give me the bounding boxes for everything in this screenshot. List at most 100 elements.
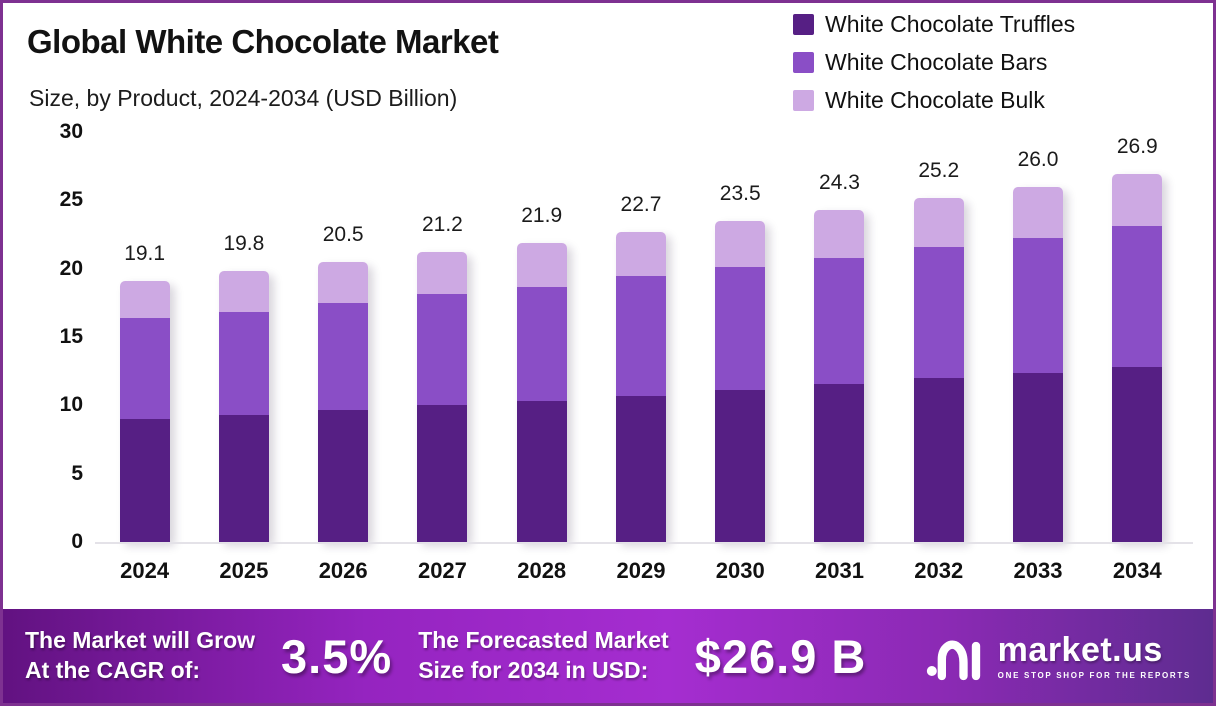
plot-area: 19.1 2024 19.8 2025 20.5 2026 21.2 2027 21.9 2028… xyxy=(95,132,1187,583)
x-axis-label: 2031 xyxy=(815,558,864,583)
bar-segment xyxy=(417,252,468,295)
bar-segment xyxy=(1013,187,1064,238)
page-title: Global White Chocolate Market xyxy=(27,23,499,60)
market-us-logo-icon xyxy=(926,640,980,681)
forecast-value: $26.9 B xyxy=(694,629,867,683)
logo-tagline: ONE STOP SHOP FOR THE REPORTS xyxy=(997,670,1191,680)
footer-banner: The Market will Grow At the CAGR of: 3.5… xyxy=(3,609,1213,703)
bar-total-label: 21.2 xyxy=(421,213,463,236)
bar-segment xyxy=(615,232,666,276)
bar-segment xyxy=(715,267,766,391)
bar-segment xyxy=(318,302,369,410)
x-axis-label: 2024 xyxy=(120,558,170,583)
bar-segment xyxy=(119,317,170,420)
bar-total-label: 20.5 xyxy=(322,223,364,246)
y-axis-tick-label: 5 xyxy=(71,461,83,485)
forecast-label-line1: The Forecasted Market xyxy=(418,627,669,654)
stacked-bar xyxy=(119,281,170,542)
stacked-bar xyxy=(1013,187,1064,542)
bar-segment xyxy=(318,409,369,542)
bar-segment xyxy=(913,198,964,248)
bar-total-label: 19.8 xyxy=(223,232,265,255)
bar-segment xyxy=(1013,372,1064,542)
bar-segment xyxy=(218,414,269,542)
bar-segment xyxy=(715,390,766,542)
cagr-label-line1: The Market will Grow xyxy=(25,627,256,654)
bar-group-2024: 19.1 2024 xyxy=(95,132,194,583)
legend-item-truffles: White Chocolate Truffles xyxy=(793,11,1075,38)
bar-segment xyxy=(417,405,468,542)
stacked-bar xyxy=(417,252,468,542)
legend-swatch-icon xyxy=(793,52,814,73)
x-axis-line xyxy=(95,542,1193,544)
market-us-logo: market.us ONE STOP SHOP FOR THE REPORTS xyxy=(926,629,1191,683)
bar-segment xyxy=(1112,366,1163,542)
stacked-bar xyxy=(318,262,369,542)
stacked-bar xyxy=(218,271,269,542)
legend-swatch-icon xyxy=(793,90,814,111)
legend-label: White Chocolate Bars xyxy=(825,49,1048,75)
bar-group-2027: 21.2 2027 xyxy=(393,132,492,583)
bar-group-2030: 23.5 2030 xyxy=(691,132,790,583)
bar-segment xyxy=(516,401,567,542)
stacked-bar xyxy=(913,198,964,542)
bar-segment xyxy=(1112,225,1163,367)
logo-name: market.us xyxy=(997,630,1163,669)
bar-total-label: 19.1 xyxy=(124,242,166,265)
bar-segment xyxy=(218,312,269,415)
bar-total-label: 24.3 xyxy=(819,171,860,194)
x-axis-label: 2033 xyxy=(1013,558,1063,583)
bar-group-2033: 26.0 2033 xyxy=(988,132,1087,583)
bar-group-2025: 19.8 2025 xyxy=(194,132,293,583)
cagr-label-line2: At the CAGR of: xyxy=(25,657,201,683)
page-subtitle: Size, by Product, 2024-2034 (USD Billion… xyxy=(29,85,458,111)
y-axis-tick-label: 20 xyxy=(59,256,83,280)
bar-segment xyxy=(516,286,567,402)
bar-segment xyxy=(715,221,766,268)
bar-segment xyxy=(417,294,468,406)
x-axis-label: 2027 xyxy=(417,558,467,583)
bar-total-label: 21.9 xyxy=(521,204,563,227)
stacked-bar xyxy=(1112,174,1163,542)
bar-group-2028: 21.9 2028 xyxy=(492,132,591,583)
bar-segment xyxy=(913,247,964,379)
x-axis-label: 2029 xyxy=(616,558,666,583)
stacked-bar xyxy=(814,210,865,542)
bar-group-2029: 22.7 2029 xyxy=(591,132,690,583)
bar-segment xyxy=(318,262,369,303)
cagr-label: The Market will Grow At the CAGR of: xyxy=(25,626,255,686)
legend-item-bulk: White Chocolate Bulk xyxy=(793,87,1075,114)
bar-segment xyxy=(814,210,865,258)
bar-segment xyxy=(814,257,865,384)
bar-segment xyxy=(516,243,567,287)
legend-label: White Chocolate Bulk xyxy=(825,87,1045,113)
x-axis-label: 2030 xyxy=(715,558,765,583)
y-axis: 0 5 10 15 20 25 30 xyxy=(31,120,83,553)
bar-total-label: 22.7 xyxy=(620,193,662,216)
x-axis-label: 2034 xyxy=(1112,558,1162,583)
legend-item-bars: White Chocolate Bars xyxy=(793,49,1075,76)
forecast-label-line2: Size for 2034 in USD: xyxy=(418,657,649,683)
cagr-value: 3.5% xyxy=(281,629,393,683)
bar-segment xyxy=(1112,174,1163,226)
x-axis-label: 2025 xyxy=(219,558,269,583)
x-axis-label: 2026 xyxy=(318,558,368,583)
bar-total-label: 26.0 xyxy=(1017,148,1059,171)
bar-total-label: 26.9 xyxy=(1116,135,1158,158)
bar-segment xyxy=(1013,237,1064,373)
bar-total-label: 23.5 xyxy=(719,182,761,205)
bar-group-2032: 25.2 2032 xyxy=(889,132,988,583)
bar-group-2031: 24.3 2031 xyxy=(790,132,889,583)
bar-segment xyxy=(615,275,666,396)
y-axis-tick-label: 0 xyxy=(71,530,83,553)
logo-text-block: market.us ONE STOP SHOP FOR THE REPORTS xyxy=(998,633,1191,680)
stacked-bar xyxy=(615,232,666,542)
bar-segment xyxy=(814,383,865,542)
y-axis-tick-label: 25 xyxy=(59,188,83,212)
bar-segment xyxy=(119,281,170,318)
stacked-bar xyxy=(715,221,766,542)
bar-total-label: 25.2 xyxy=(918,159,960,182)
x-axis-label: 2028 xyxy=(517,558,567,583)
bar-segment xyxy=(218,271,269,312)
